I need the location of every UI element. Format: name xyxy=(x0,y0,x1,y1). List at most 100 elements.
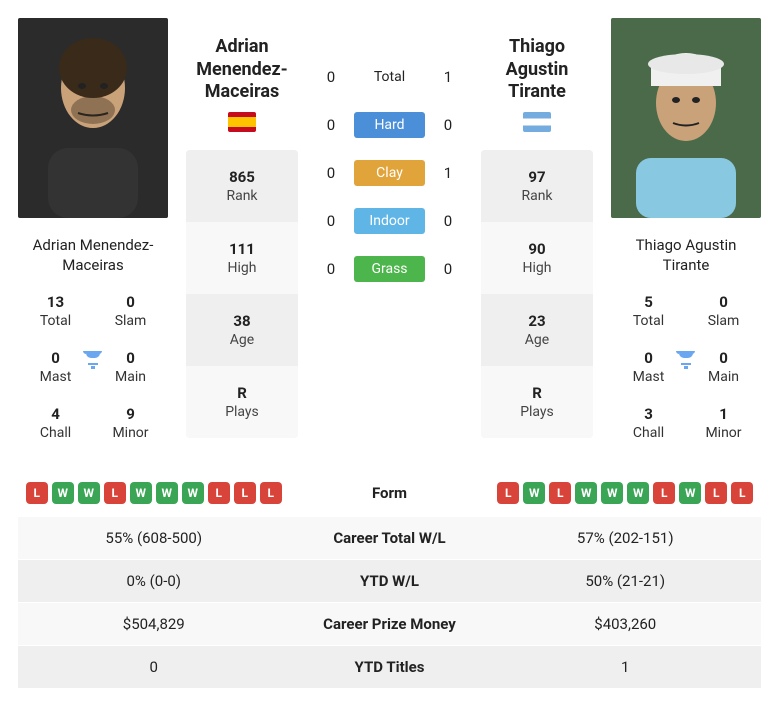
form-strip: LWLWWWLWLL xyxy=(490,482,762,504)
form-result-box: L xyxy=(26,482,48,504)
player1-name-header-text: Adrian Menendez-Maceiras xyxy=(196,36,288,102)
title-stat-value: 9 xyxy=(93,405,168,423)
h2h-row: 0Grass0 xyxy=(316,256,463,282)
title-stat-value: 0 xyxy=(686,293,761,311)
h2h-p1-value: 0 xyxy=(316,212,346,230)
h2h-row: 0Indoor0 xyxy=(316,208,463,234)
title-stat-label: Chall xyxy=(611,425,686,441)
title-stat: 3 Chall xyxy=(611,405,686,441)
player1-stats-wrapper: Adrian Menendez-Maceiras 865Rank111High3… xyxy=(186,18,298,438)
stat-value: R xyxy=(190,384,294,402)
form-strip: LWWLWWWLLL xyxy=(18,482,290,504)
comparison-row: $504,829Career Prize Money$403,260 xyxy=(18,602,761,645)
stat-value: 111 xyxy=(190,240,294,258)
stat-row: 23 Age xyxy=(481,294,593,366)
h2h-row: 0 Clay 1 xyxy=(316,160,463,186)
form-result-box: W xyxy=(575,482,597,504)
stat-value: 23 xyxy=(485,312,589,330)
comparison-p2-value: 57% (202-151) xyxy=(490,529,762,547)
player-silhouette-icon xyxy=(18,18,168,218)
form-result-box: W xyxy=(601,482,623,504)
player2-name-header: Thiago Agustin Tirante xyxy=(481,36,593,132)
h2h-surface-pill: Hard xyxy=(354,112,425,138)
player1-titles-grid: 13Total0Slam0Mast0Main4Chall9Minor xyxy=(18,293,168,441)
h2h-row: 0Hard0 xyxy=(316,112,463,138)
comparison-row: 0YTD Titles1 xyxy=(18,645,761,688)
player2-name-header-text: Thiago Agustin Tirante xyxy=(506,36,569,102)
h2h-column: 0 Total 1 0 Hard 0 0 Clay 1 0Indoor0 0Grass0 xyxy=(316,18,463,282)
comparison-row: 55% (608-500)Career Total W/L57% (202-15… xyxy=(18,516,761,559)
player2-name: Thiago Agustin Tirante xyxy=(611,236,761,275)
title-stat: 9 Minor xyxy=(93,405,168,441)
h2h-p2-value: 0 xyxy=(433,212,463,230)
form-result-box: W xyxy=(156,482,178,504)
comparison-p2-value: $403,260 xyxy=(490,615,762,633)
title-stat-label: Minor xyxy=(686,425,761,441)
stat-value: 97 xyxy=(485,168,589,186)
comparison-p1-value: 0% (0-0) xyxy=(18,572,290,590)
form-result-box: L xyxy=(260,482,282,504)
h2h-surface-pill: Clay xyxy=(354,160,425,186)
stat-row: 90 High xyxy=(481,222,593,294)
stat-value: 90 xyxy=(485,240,589,258)
form-result-box: L xyxy=(705,482,727,504)
stat-row: RPlays xyxy=(481,366,593,438)
player2-card: Thiago Agustin Tirante 5Total0Slam0Mast0… xyxy=(611,18,761,441)
h2h-surface-pill: Total xyxy=(354,64,425,90)
player1-name: Adrian Menendez-Maceiras xyxy=(18,236,168,275)
form-result-box: L xyxy=(208,482,230,504)
comparison-table: LWWLWWWLLLFormLWLWWWLWLL55% (608-500)Car… xyxy=(18,469,761,688)
h2h-p2-value: 1 xyxy=(433,164,463,182)
title-stat-label: Minor xyxy=(93,425,168,441)
h2h-p2-value: 0 xyxy=(433,116,463,134)
title-stat-value: 1 xyxy=(686,405,761,423)
h2h-p1-value: 0 xyxy=(316,260,346,278)
stat-label: Plays xyxy=(190,404,294,420)
title-stat: 0 Slam xyxy=(93,293,168,329)
title-stat-value: 0 xyxy=(93,293,168,311)
stat-row: 38Age xyxy=(186,294,298,366)
trophy-icon xyxy=(81,347,105,375)
stat-label: Age xyxy=(485,332,589,348)
player1-stats-column: 865Rank111High38AgeRPlays xyxy=(186,150,298,438)
flag-argentina-icon xyxy=(523,112,551,132)
title-stat-label: Slam xyxy=(93,313,168,329)
stat-label: Rank xyxy=(190,188,294,204)
title-stat-value: 13 xyxy=(18,293,93,311)
stat-label: High xyxy=(485,260,589,276)
flag-spain-icon xyxy=(228,112,256,132)
stat-label: Rank xyxy=(485,188,589,204)
stat-row: R Plays xyxy=(186,366,298,438)
stat-label: Age xyxy=(190,332,294,348)
form-result-box: W xyxy=(130,482,152,504)
stat-value: R xyxy=(485,384,589,402)
title-stat: 4Chall xyxy=(18,405,93,441)
player1-photo xyxy=(18,18,168,218)
top-comparison-grid: Adrian Menendez-Maceiras 13Total0Slam0Ma… xyxy=(18,18,761,441)
comparison-row: LWWLWWWLLLFormLWLWWWLWLL xyxy=(18,469,761,516)
form-result-box: L xyxy=(234,482,256,504)
form-result-box: W xyxy=(679,482,701,504)
comparison-p1-value: 0 xyxy=(18,658,290,676)
h2h-p2-value: 0 xyxy=(433,260,463,278)
player-silhouette-icon xyxy=(611,18,761,218)
stat-value: 865 xyxy=(190,168,294,186)
comparison-row: 0% (0-0)YTD W/L50% (21-21) xyxy=(18,559,761,602)
h2h-row: 0 Total 1 xyxy=(316,64,463,90)
player2-photo xyxy=(611,18,761,218)
form-result-box: W xyxy=(52,482,74,504)
comparison-p2-value: 50% (21-21) xyxy=(490,572,762,590)
comparison-label: Career Total W/L xyxy=(290,529,490,547)
form-result-box: L xyxy=(104,482,126,504)
comparison-p1-value: 55% (608-500) xyxy=(18,529,290,547)
title-stat-label: Slam xyxy=(686,313,761,329)
form-result-box: W xyxy=(182,482,204,504)
h2h-p1-value: 0 xyxy=(316,68,346,86)
h2h-p1-value: 0 xyxy=(316,164,346,182)
h2h-p2-value: 1 xyxy=(433,68,463,86)
comparison-label: YTD W/L xyxy=(290,572,490,590)
title-stat-value: 3 xyxy=(611,405,686,423)
title-stat: 0 Slam xyxy=(686,293,761,329)
trophy-icon xyxy=(674,347,698,375)
title-stat-value: 5 xyxy=(611,293,686,311)
